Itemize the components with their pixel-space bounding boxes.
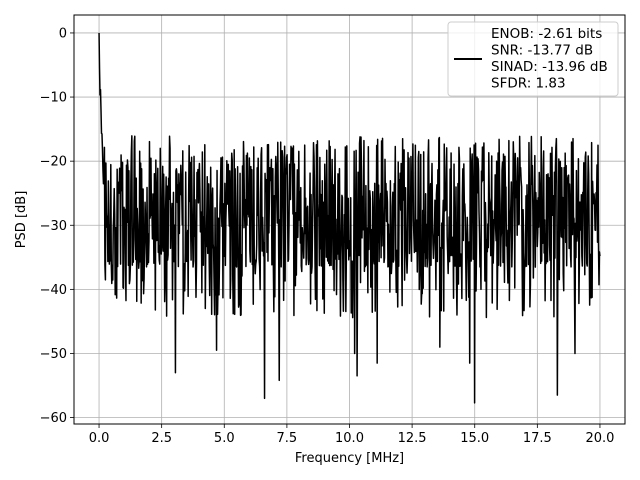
y-tick-label: −40: [40, 283, 67, 298]
legend-entry-line: SNR: -13.77 dB: [491, 43, 593, 59]
x-tick-label: 2.5: [151, 431, 172, 446]
x-tick-label: 17.5: [523, 431, 552, 446]
legend-box: [447, 21, 619, 97]
legend-entry-line: SINAD: -13.96 dB: [491, 59, 608, 75]
y-tick-label: −30: [40, 219, 67, 234]
series-layer: [98, 32, 601, 404]
y-tick-label: −20: [40, 155, 67, 170]
y-tick-label: 0: [59, 26, 67, 41]
legend-entry-line: ENOB: -2.61 bits: [491, 26, 602, 42]
x-tick-label: 15.0: [460, 431, 489, 446]
x-tick-label: 12.5: [398, 431, 427, 446]
psd-series-line: [98, 32, 601, 404]
y-tick-label: −10: [40, 91, 67, 106]
x-tick-label: 20.0: [585, 431, 614, 446]
y-axis-label: PSD [dB]: [14, 191, 29, 249]
x-tick-label: 5.0: [214, 431, 235, 446]
x-tick-label: 7.5: [277, 431, 298, 446]
x-axis: 0.0 2.5 5.0 7.5 10.0 12.5 15.0 17.5 20.0: [89, 424, 614, 446]
y-axis: 0 −10 −20 −30 −40 −50 −60: [40, 26, 74, 426]
legend-entry-line: SFDR: 1.83: [491, 76, 566, 92]
x-axis-label: Frequency [MHz]: [295, 451, 404, 466]
x-tick-label: 10.0: [335, 431, 364, 446]
y-tick-label: −50: [40, 347, 67, 362]
x-tick-label: 0.0: [89, 431, 110, 446]
y-tick-label: −60: [40, 411, 67, 426]
